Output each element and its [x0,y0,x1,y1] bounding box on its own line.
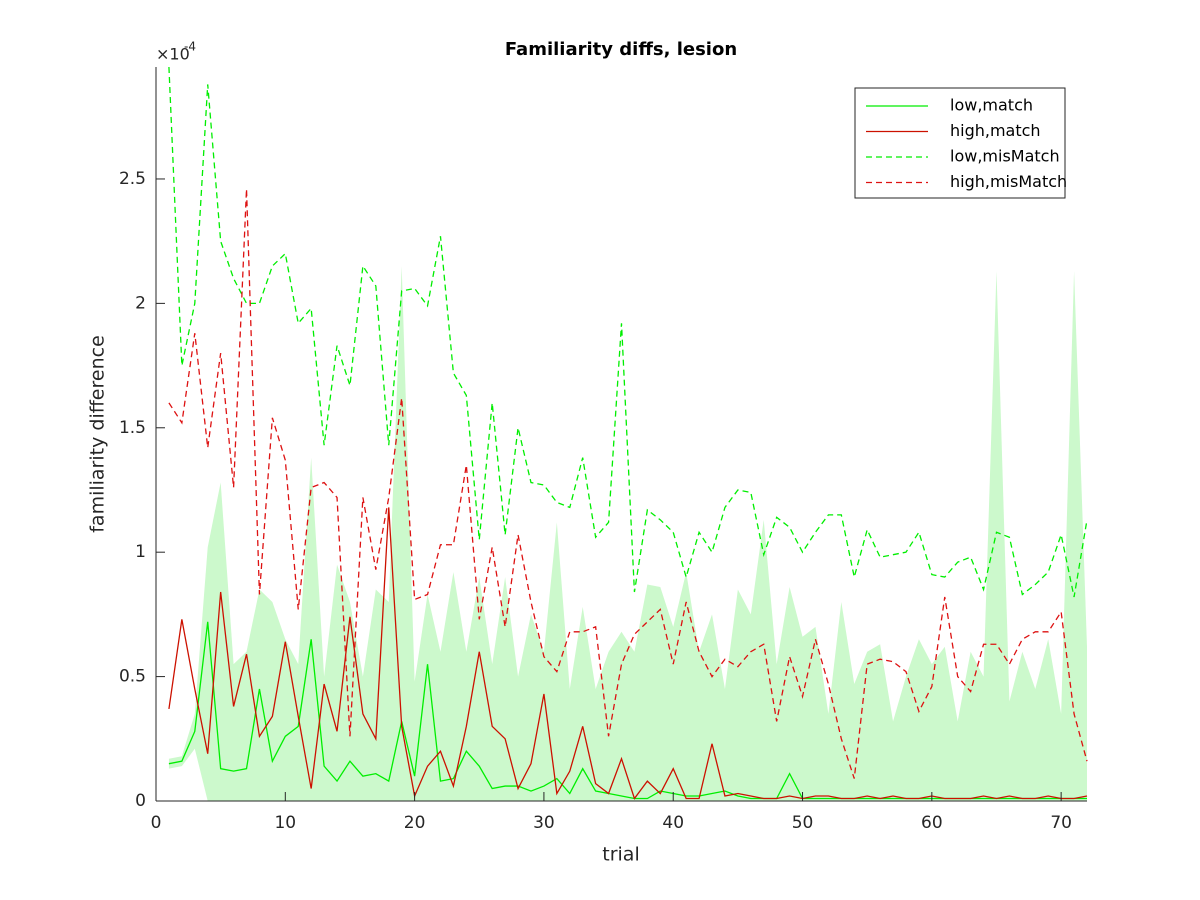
y-tick-label: 2 [135,293,146,313]
y-axis-label: familiarity difference [87,335,109,533]
chart-title: Familiarity diffs, lesion [505,39,737,60]
x-tick-label: 20 [404,813,426,833]
legend: low,match high,match low,misMatch high,misM… [854,87,1067,199]
y-tick-label: 0.5 [119,667,146,687]
plot-area: 0 10 20 30 40 50 60 70 0 0.5 1 1.5 2 2.5 [119,66,1088,833]
y-exponent: -4 [184,40,196,54]
y-tick-label: 2.5 [119,169,146,189]
line [168,66,1088,598]
line [168,507,1088,800]
y-tick-label: 0 [135,791,146,811]
line [168,188,1088,779]
legend-label: low,misMatch [950,147,1060,166]
x-axis-label: trial [602,844,639,866]
y-tick-label: 1 [135,542,146,562]
legend-label: low,match [950,96,1033,115]
x-tick-label: 40 [662,813,684,833]
legend-label: high,match [950,121,1041,140]
x-tick-label: 30 [533,813,555,833]
y-exponent-base: ×10 [156,45,190,64]
x-tick-label: 60 [921,813,943,833]
y-tick-label: 1.5 [119,418,146,438]
x-tick-label: 10 [274,813,296,833]
x-tick-label: 70 [1050,813,1072,833]
legend-label: high,misMatch [950,172,1067,191]
x-tick-label: 50 [792,813,814,833]
x-tick-label: 0 [151,813,162,833]
line [168,621,1087,800]
